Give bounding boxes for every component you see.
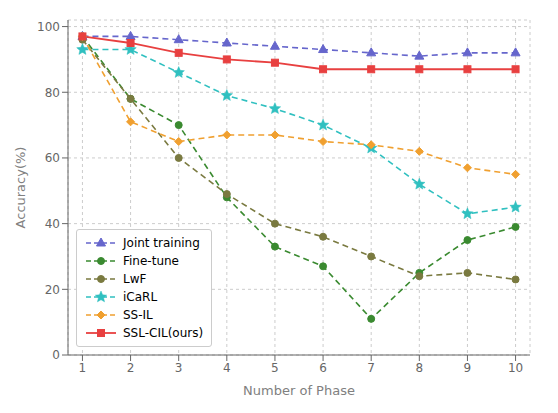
svg-text:7: 7 [367,361,375,375]
svg-text:Number of Phase: Number of Phase [243,383,355,398]
svg-text:20: 20 [45,283,60,297]
html-text:Joint training: Joint training [123,236,200,250]
svg-text:100: 100 [37,20,60,34]
svg-text:5: 5 [271,361,279,375]
svg-text:6: 6 [319,361,327,375]
svg-text:60: 60 [45,151,60,165]
html-text:SS-IL: SS-IL [123,308,153,322]
svg-text:80: 80 [45,86,60,100]
svg-text:2: 2 [127,361,135,375]
svg-text:10: 10 [508,361,523,375]
html-text:LwF: LwF [123,272,147,286]
svg-text:1: 1 [79,361,87,375]
svg-text:3: 3 [175,361,183,375]
html-text:iCaRL: iCaRL [123,290,158,304]
html-text:SSL-CIL(ours): SSL-CIL(ours) [123,326,204,340]
svg-text:8: 8 [415,361,423,375]
svg-text:Accuracy(%): Accuracy(%) [13,147,28,229]
svg-text:9: 9 [464,361,472,375]
html-text:Fine-tune: Fine-tune [123,254,179,268]
svg-text:40: 40 [45,217,60,231]
svg-text:0: 0 [52,348,60,362]
svg-text:4: 4 [223,361,231,375]
